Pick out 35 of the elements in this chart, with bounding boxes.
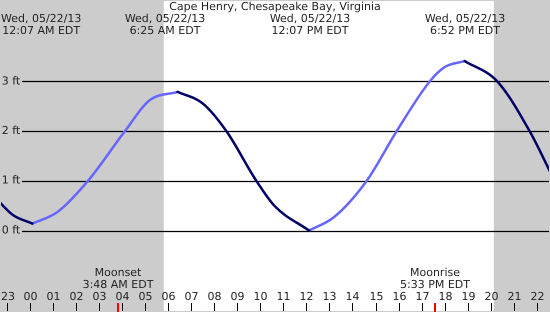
x-tick-label: 10 [254,290,268,303]
x-tick-label: 19 [462,290,476,303]
x-tick-label: 23 [1,290,15,303]
x-tick-label: 21 [508,290,522,303]
annotation: Moonset 3:48 AM EDT [82,266,154,291]
x-tick-label: 07 [184,290,198,303]
x-tick-label: 15 [370,290,384,303]
x-tick-label: 02 [70,290,84,303]
y-tick-label: 2 ft [2,124,21,138]
y-tick-label: 1 ft [2,174,21,187]
x-tick-label: 08 [208,290,222,303]
annotation: Moonrise 5:33 PM EDT [400,266,470,291]
x-tick-label: 04 [116,290,130,303]
y-tick-label: 3 ft [2,74,21,88]
annotation: Wed, 05/22/13 12:07 AM EDT [0,12,82,37]
y-tick-label: 0 ft [2,223,21,236]
x-tick-label: 18 [438,290,452,303]
x-tick-label: 01 [46,290,60,303]
x-tick-label: 16 [392,290,406,303]
x-tick-label: 00 [24,290,38,303]
x-tick-label: 13 [322,290,336,303]
x-tick-label: 17 [416,290,430,303]
x-tick-label: 11 [276,290,290,303]
x-tick-label: 12 [300,290,314,303]
x-tick-label: 03 [92,290,106,303]
x-tick-label: 06 [162,290,176,303]
x-tick-label: 20 [484,290,498,303]
annotation: Wed, 05/22/13 6:25 AM EDT [124,12,206,37]
chart-title: Cape Henry, Chesapeake Bay, Virginia [169,0,381,13]
annotation: Wed, 05/22/13 12:07 PM EDT [270,12,350,37]
x-tick-label: 05 [138,290,152,303]
x-tick-label: 14 [346,290,360,303]
x-tick-label: 09 [230,290,244,303]
x-tick-label: 22 [530,290,544,303]
annotation: Wed, 05/22/13 6:52 PM EDT [424,12,506,37]
